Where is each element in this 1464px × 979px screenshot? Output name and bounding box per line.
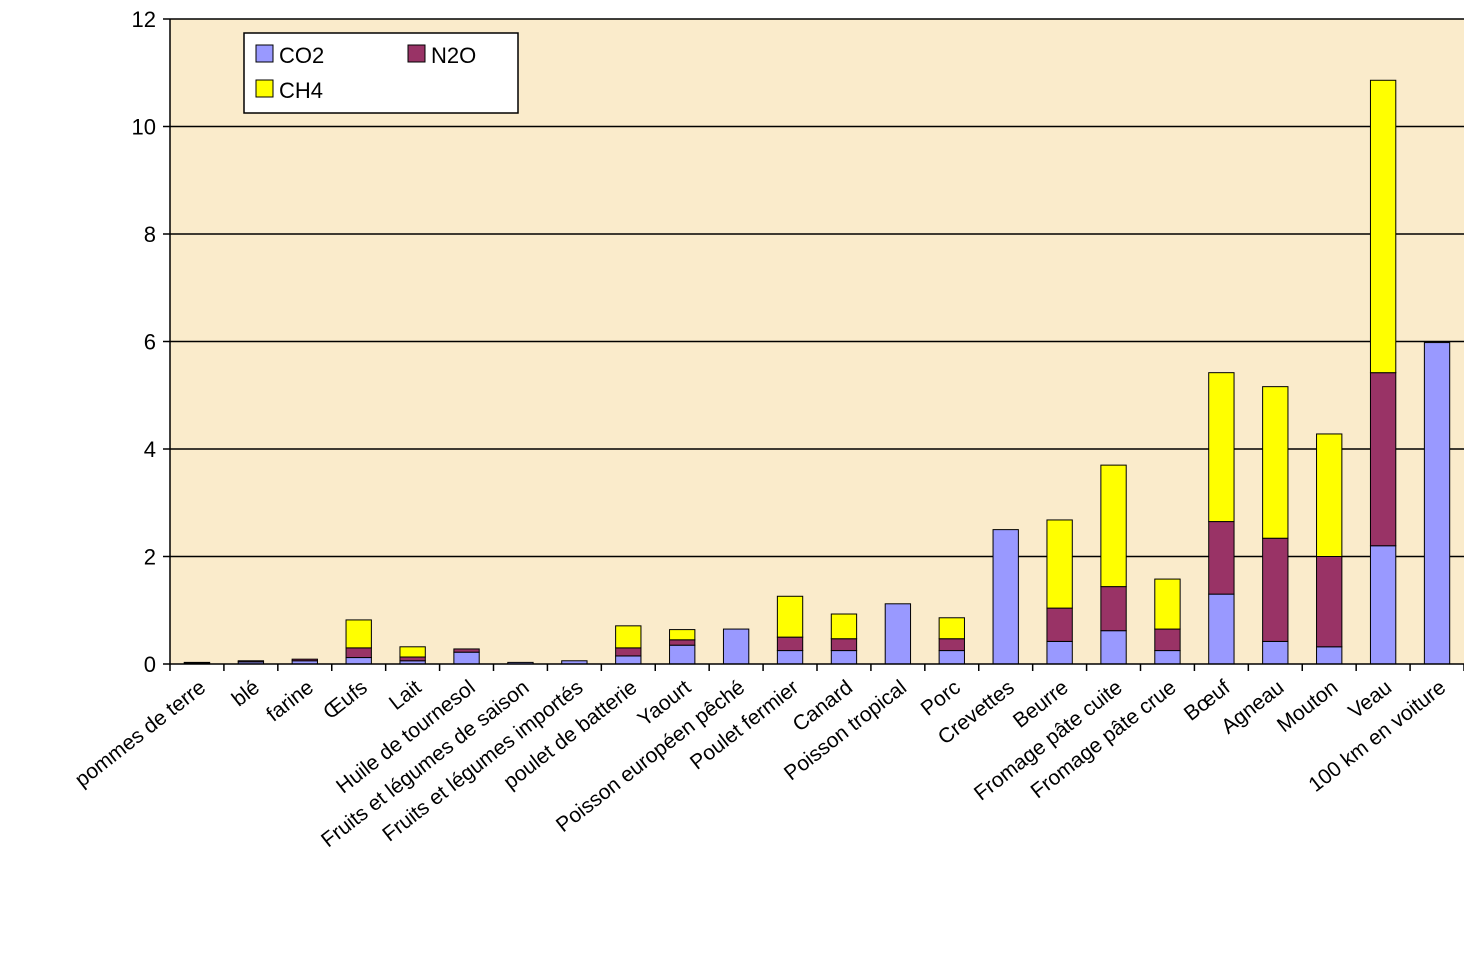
y-tick-label: 4 [144, 437, 156, 462]
x-category-label: blé [228, 676, 264, 711]
bar-co2-fromage-pate-cuite [1100, 630, 1127, 665]
x-category-label: Mouton [1273, 676, 1342, 737]
bar-n2o-mouton [1316, 556, 1343, 648]
bar-ch4-boeuf [1208, 372, 1235, 523]
bar-co2-boeuf [1208, 593, 1235, 665]
bar-co2-fromage-pate-crue [1154, 650, 1181, 665]
bar-n2o-huile-de-tournesol [453, 648, 480, 653]
bar-n2o-boeuf [1208, 521, 1235, 595]
bar-n2o-porc [938, 638, 965, 652]
y-tick-labels: 0 2 4 6 8 10 12 [132, 7, 156, 677]
y-tick-label: 12 [132, 7, 156, 32]
y-tick-label: 6 [144, 330, 156, 355]
y-tick-label: 10 [132, 115, 156, 140]
x-category-label: pommes de terre [71, 676, 210, 792]
bar-co2-poulet-de-batterie [615, 655, 642, 665]
bar-ch4-oeufs [345, 619, 372, 649]
bar-co2-beurre [1046, 640, 1073, 665]
x-category-label: Lait [385, 676, 426, 715]
bar-n2o-farine [291, 658, 318, 662]
bar-n2o-oeufs [345, 647, 372, 659]
bar-n2o-poulet-fermier [776, 636, 804, 652]
bar-n2o-lait [399, 656, 426, 662]
bar-n2o-fromage-pate-cuite [1100, 586, 1127, 632]
bar-n2o-yaourt [669, 639, 696, 646]
bar-ch4-poulet-de-batterie [615, 625, 642, 649]
bar-ch4-veau [1369, 79, 1397, 374]
legend-swatch-co2 [255, 44, 274, 63]
bar-co2-agneau [1262, 640, 1289, 665]
bar-co2-mouton [1316, 646, 1343, 665]
bar-n2o-beurre [1046, 607, 1073, 642]
bar-n2o-poulet-de-batterie [615, 647, 642, 657]
bar-co2-poulet-fermier [776, 650, 804, 665]
y-tick-label: 0 [144, 652, 156, 677]
bar-co2-canard [830, 650, 858, 665]
bar-ch4-canard [830, 613, 858, 640]
bar-co2-porc [938, 650, 965, 665]
legend-label-ch4: CH4 [279, 78, 323, 103]
x-category-label: Œufs [319, 676, 372, 724]
bar-n2o-veau [1369, 372, 1397, 547]
bar-co2-oeufs [345, 657, 372, 665]
bar-ch4-poulet-fermier [776, 595, 804, 638]
bar-ch4-lait [399, 646, 426, 658]
legend-swatch-n2o [407, 44, 426, 63]
axes [163, 18, 1464, 671]
legend: CO2 N2O CH4 [243, 32, 519, 114]
bar-n2o-agneau [1262, 537, 1289, 642]
x-category-label: Agneau [1217, 676, 1288, 739]
legend-label-n2o: N2O [431, 43, 476, 68]
bar-n2o-fromage-pate-crue [1154, 628, 1181, 652]
bar-ch4-fromage-pate-cuite [1100, 464, 1127, 588]
bar-n2o-canard [830, 638, 858, 652]
bar-co2-poisson-tropical [884, 603, 912, 665]
y-tick-label: 2 [144, 545, 156, 570]
y-tick-label: 8 [144, 222, 156, 247]
bar-co2-huile-de-tournesol [453, 651, 480, 665]
gridlines [170, 18, 1464, 558]
bar-co2-crevettes [992, 529, 1019, 665]
bar-co2-yaourt [669, 644, 696, 665]
bar-co2-100-km-en-voiture [1423, 342, 1451, 665]
bar-n2o-pommes-de-terre [183, 661, 211, 664]
bar-co2-poisson-europeen-peche [722, 628, 750, 665]
bar-ch4-porc [938, 617, 965, 640]
bar-ch4-fromage-pate-crue [1154, 578, 1181, 630]
legend-box [243, 32, 519, 114]
bar-n2o-ble [237, 660, 265, 663]
x-category-label: farine [262, 676, 318, 726]
bar-co2-veau [1369, 545, 1397, 665]
bars [183, 79, 1451, 665]
legend-label-co2: CO2 [279, 43, 324, 68]
bar-ch4-mouton [1316, 433, 1343, 558]
bar-ch4-beurre [1046, 519, 1073, 609]
bar-ch4-agneau [1262, 386, 1289, 539]
bar-ch4-yaourt [669, 629, 696, 641]
legend-swatch-ch4 [255, 79, 274, 98]
